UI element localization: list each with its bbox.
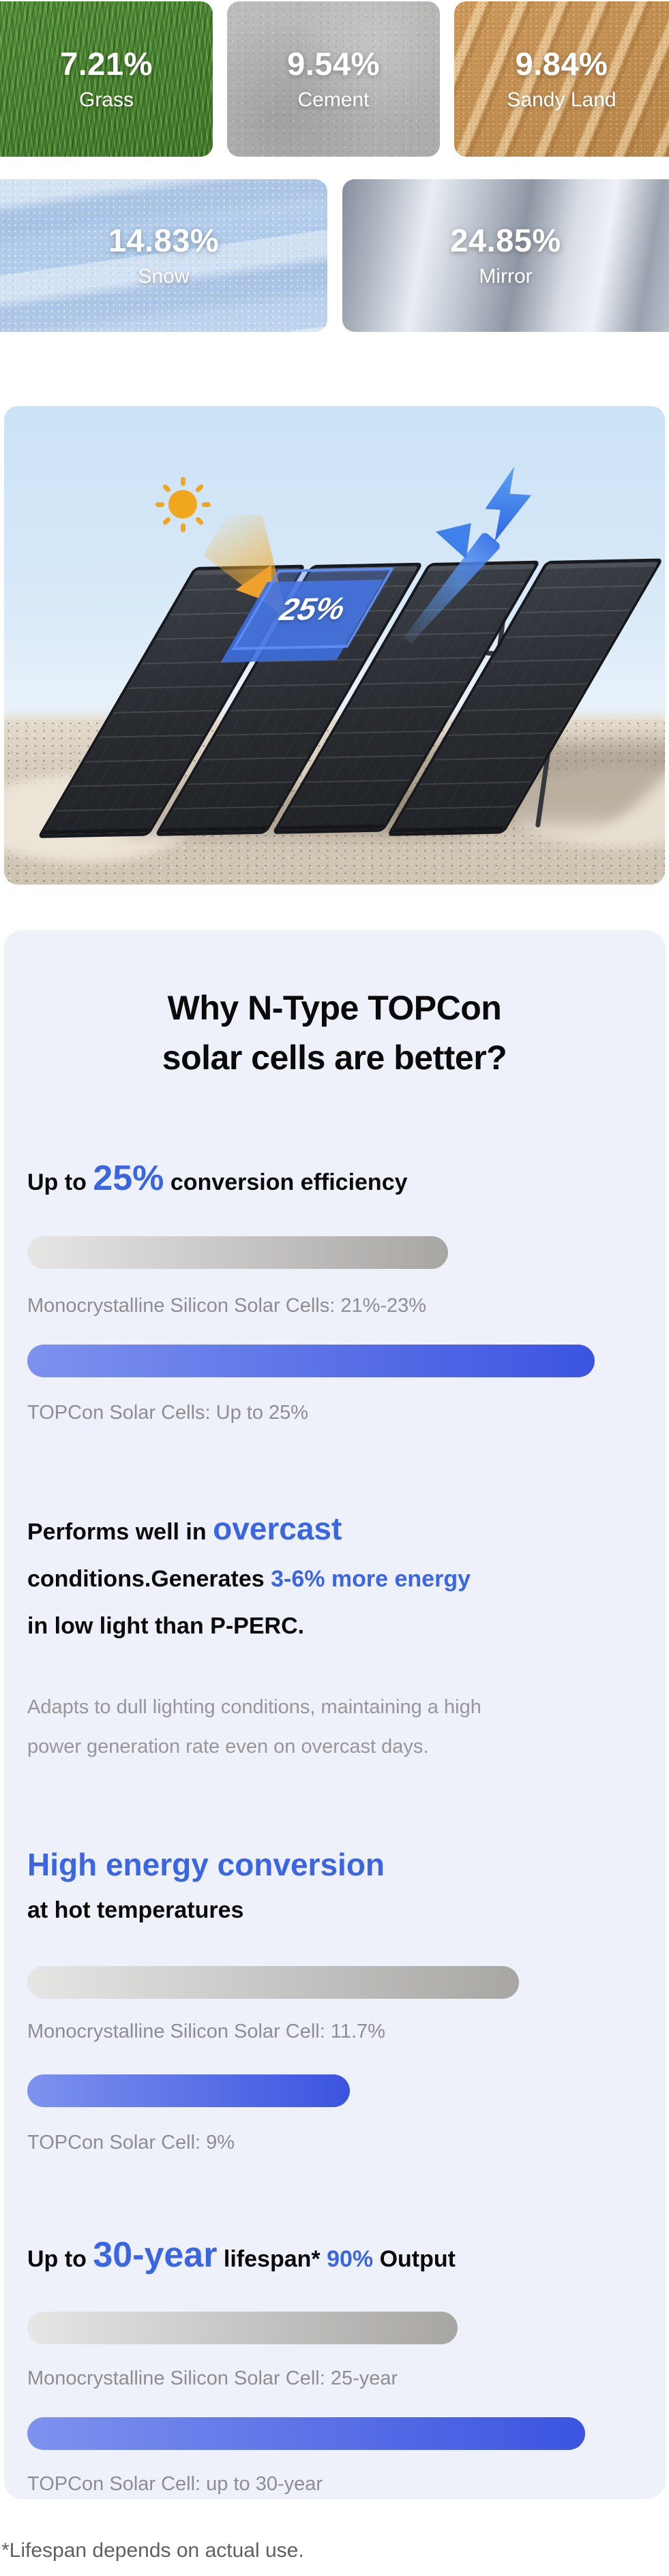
reflection-value: 14.83% — [108, 222, 220, 259]
bar-mono-efficiency — [27, 1236, 449, 1269]
overcast-description-line: Adapts to dull lighting conditions, main… — [27, 1696, 481, 1718]
bar-label: Monocrystalline Silicon Solar Cell: 25-y… — [27, 2367, 398, 2389]
lifespan-heading-part: Up to — [27, 2246, 93, 2272]
bar-mono-lifespan — [27, 2312, 458, 2344]
thermal-heading-black: at hot temperatures — [27, 1897, 244, 1923]
reflection-label: Sandy Land — [507, 88, 616, 111]
lifespan-heading-part: lifespan* — [217, 2246, 327, 2272]
overcast-heading-part: Performs well in — [27, 1519, 213, 1545]
overcast-heading-line: conditions.Generates 3-6% more energy — [27, 1558, 642, 1605]
reflection-label: Grass — [78, 88, 134, 111]
reflection-value: 9.54% — [287, 46, 380, 82]
bar-label: Monocrystalline Silicon Solar Cells: 21%… — [27, 1295, 427, 1317]
lifespan-footnote: *Lifespan depends on actual use. — [1, 2539, 304, 2562]
sun-ray — [162, 516, 172, 526]
overcast-description: Adapts to dull lighting conditions, main… — [27, 1687, 642, 1766]
bar-mono-thermal — [27, 1966, 519, 1999]
bar-label: TOPCon Solar Cell: 9% — [27, 2132, 235, 2153]
overcast-heading-part: conditions.Generates — [27, 1566, 271, 1592]
reflection-value: 9.84% — [515, 46, 608, 82]
overcast-energy-value: 3-6% more energy — [271, 1566, 471, 1592]
reflection-tile-grass: 7.21% Grass — [0, 1, 213, 157]
sun-icon — [155, 477, 211, 532]
lightning-icon — [483, 465, 533, 544]
lifespan-heading-part: Output — [373, 2246, 456, 2272]
sun-ray — [202, 502, 211, 507]
reflection-tile-mirror: 24.85% Mirror — [342, 179, 669, 332]
reflection-value: 7.21% — [60, 46, 153, 82]
efficiency-heading-part: Up to — [27, 1169, 93, 1195]
reflection-label: Cement — [297, 88, 370, 111]
card-title: Why N-Type TOPCon solar cells are better… — [27, 983, 642, 1083]
thermal-heading: High energy conversion — [27, 1844, 642, 1893]
lifespan-value: 30-year — [93, 2235, 218, 2275]
overcast-heading-line: in low light than P-PERC. — [27, 1605, 642, 1652]
output-value: 90% — [327, 2246, 374, 2272]
overcast-heading: Performs well in overcast conditions.Gen… — [27, 1507, 642, 1652]
reflection-label: Mirror — [479, 264, 533, 288]
topcon-benefits-card: Why N-Type TOPCon solar cells are better… — [4, 930, 665, 2499]
efficiency-heading: Up to 25% conversion efficiency — [27, 1158, 642, 1208]
sun-ray — [181, 523, 185, 532]
hero-photo: 25% — [4, 406, 665, 885]
overcast-heading-line: Performs well in overcast — [27, 1507, 642, 1558]
bar-label: TOPCon Solar Cell: up to 30-year — [27, 2473, 323, 2495]
bar-label: TOPCon Solar Cells: Up to 25% — [27, 1402, 309, 1424]
sun-ray — [194, 516, 205, 526]
thermal-heading-blue: High energy conversion — [27, 1847, 385, 1882]
bar-topcon-efficiency — [27, 1345, 595, 1377]
reflection-badge-value: 25% — [273, 590, 352, 628]
sun-ray — [162, 483, 172, 493]
sun-ray — [181, 477, 185, 486]
overcast-heading-part: in low light than P-PERC. — [27, 1613, 305, 1639]
sun-ray — [194, 483, 205, 493]
bar-topcon-lifespan — [27, 2417, 586, 2450]
overcast-keyword: overcast — [213, 1511, 342, 1546]
reflection-tile-snow: 14.83% Snow — [0, 179, 327, 332]
reflection-value: 24.85% — [450, 222, 561, 259]
efficiency-value: 25% — [93, 1159, 164, 1198]
card-title-line2: solar cells are better? — [162, 1039, 507, 1077]
reflection-tile-sandy-land: 9.84% Sandy Land — [454, 1, 669, 157]
efficiency-heading-part: conversion efficiency — [164, 1169, 408, 1195]
reflection-tile-cement: 9.54% Cement — [227, 1, 440, 157]
bar-topcon-thermal — [27, 2074, 351, 2107]
bar-label: Monocrystalline Silicon Solar Cell: 11.7… — [27, 2021, 385, 2042]
card-title-line1: Why N-Type TOPCon — [167, 989, 502, 1027]
thermal-subheading: at hot temperatures — [27, 1893, 642, 1932]
sun-ray — [155, 502, 164, 507]
overcast-description-line: power generation rate even on overcast d… — [27, 1736, 429, 1758]
lifespan-heading: Up to 30-year lifespan* 90% Output — [27, 2235, 642, 2284]
reflection-label: Snow — [138, 264, 190, 288]
